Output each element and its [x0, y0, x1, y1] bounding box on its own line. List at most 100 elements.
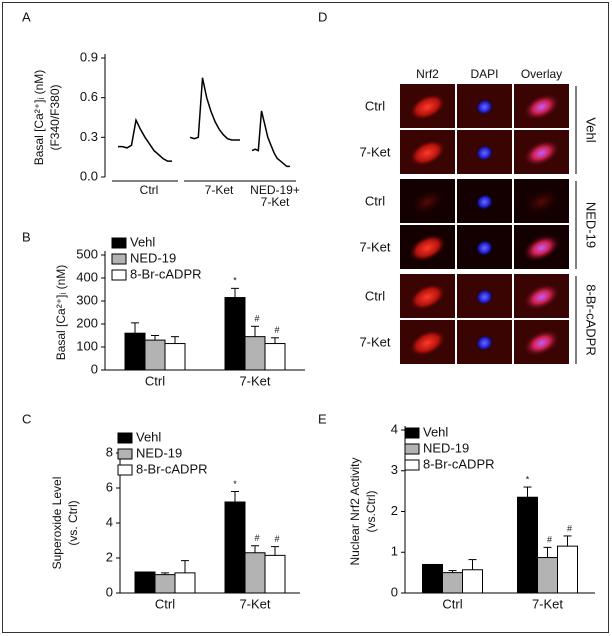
bar: [174, 572, 196, 594]
legend-swatch: [404, 459, 420, 471]
y-tick-label: 200: [76, 315, 98, 330]
legend-label: Vehl: [423, 424, 448, 439]
x-tick-label: 7-Ket: [532, 596, 563, 611]
bar: [224, 297, 246, 371]
panel-letter: D: [318, 9, 327, 24]
bar: [264, 343, 286, 371]
x-tick-label-line: NED-19+: [250, 183, 300, 197]
y-axis-label: (F340/F380): [48, 84, 62, 150]
y-axis-label: (vs. Ctrl): [66, 500, 80, 545]
significance-mark: #: [567, 523, 572, 533]
cell: [522, 329, 561, 357]
significance-mark: #: [547, 535, 552, 545]
legend-label: 8-Br-cADPR: [130, 266, 202, 281]
cell: [522, 93, 561, 121]
y-axis-label: Basal [Ca²⁺]ᵢ (nM): [32, 70, 46, 166]
y-tick-label: 0.9: [80, 49, 98, 64]
x-tick-label: 7-Ket: [239, 596, 270, 611]
trace: [189, 77, 240, 141]
legend-swatch: [111, 269, 127, 281]
legend-label: NED-19: [136, 445, 182, 460]
y-tick-label: 400: [76, 269, 98, 284]
row-label: Ctrl: [365, 193, 385, 208]
y-axis-label: Nuclear Nrf2 Activity: [348, 457, 362, 565]
x-tick-label: NED-19+ 7-Ket: [250, 183, 300, 209]
cell: [475, 193, 494, 211]
significance-mark: *: [233, 479, 237, 489]
y-tick-label: 8: [106, 444, 113, 459]
x-tick-label: Ctrl: [442, 596, 462, 611]
significance-mark: #: [254, 533, 259, 543]
panel-letter: B: [22, 229, 31, 244]
cell: [408, 283, 447, 311]
cell: [522, 188, 561, 216]
bar: [462, 569, 483, 594]
cell: [408, 329, 447, 357]
legend-label: 8-Br-cADPR: [136, 461, 208, 476]
bar: [517, 496, 538, 594]
legend-label: Vehl: [136, 429, 161, 444]
bar: [537, 557, 558, 594]
bar: [442, 572, 463, 594]
row-label: 7-Ket: [359, 239, 390, 254]
bar: [422, 563, 443, 594]
x-tick-label-line: 7-Ket: [261, 195, 290, 209]
bar: [557, 545, 578, 594]
y-axis-label: Superoxide Level: [50, 477, 64, 570]
cell: [475, 334, 494, 352]
row-label: Ctrl: [365, 98, 385, 113]
cell: [522, 283, 561, 311]
y-tick-label: 0: [91, 361, 98, 376]
significance-mark: #: [274, 534, 279, 544]
y-tick-label: 3: [391, 462, 398, 477]
y-tick-label: 100: [76, 338, 98, 353]
bar: [244, 336, 266, 371]
legend-label: NED-19: [423, 440, 469, 455]
y-axis-label: (vs.Ctrl): [364, 491, 378, 533]
bar: [224, 501, 246, 594]
group-label: Vehl: [584, 117, 599, 142]
x-tick-label: Ctrl: [155, 596, 175, 611]
legend-swatch: [404, 443, 420, 455]
legend-label: Vehl: [130, 234, 155, 249]
y-tick-label: 2: [106, 549, 113, 564]
legend-label: 8-Br-cADPR: [423, 456, 495, 471]
bar: [134, 571, 156, 594]
significance-mark: *: [233, 276, 237, 286]
cell: [475, 239, 494, 257]
y-tick-label: 6: [106, 479, 113, 494]
group-label: 8-Br-cADPR: [584, 284, 599, 356]
cell: [475, 288, 494, 306]
y-tick-label: 300: [76, 292, 98, 307]
significance-mark: #: [254, 314, 259, 324]
significance-mark: #: [274, 325, 279, 335]
row-label: 7-Ket: [359, 144, 390, 159]
bar: [164, 343, 186, 371]
bar: [124, 332, 146, 371]
bar: [144, 339, 166, 371]
legend-swatch: [117, 432, 133, 444]
legend-swatch: [117, 448, 133, 460]
cell: [408, 93, 447, 121]
x-tick-label: Ctrl: [140, 183, 159, 197]
panel-letter: A: [22, 9, 31, 24]
y-tick-label: 500: [76, 246, 98, 261]
y-tick-label: 0: [391, 584, 398, 599]
legend-swatch: [111, 237, 127, 249]
y-tick-label: 1: [391, 544, 398, 559]
x-tick-label: 7-Ket: [205, 183, 234, 197]
y-tick-label: 4: [391, 421, 398, 436]
legend-swatch: [117, 464, 133, 476]
y-tick-label: 0.3: [80, 129, 98, 144]
column-header: Nrf2: [416, 67, 439, 81]
trace: [118, 117, 172, 162]
y-tick-label: 4: [106, 514, 113, 529]
y-tick-label: 0.0: [80, 168, 98, 183]
panel-letter: C: [22, 411, 31, 426]
group-label: NED-19: [584, 202, 599, 248]
column-header: Overlay: [521, 67, 562, 81]
legend-swatch: [111, 253, 127, 265]
x-tick-label: 7-Ket: [239, 373, 270, 388]
